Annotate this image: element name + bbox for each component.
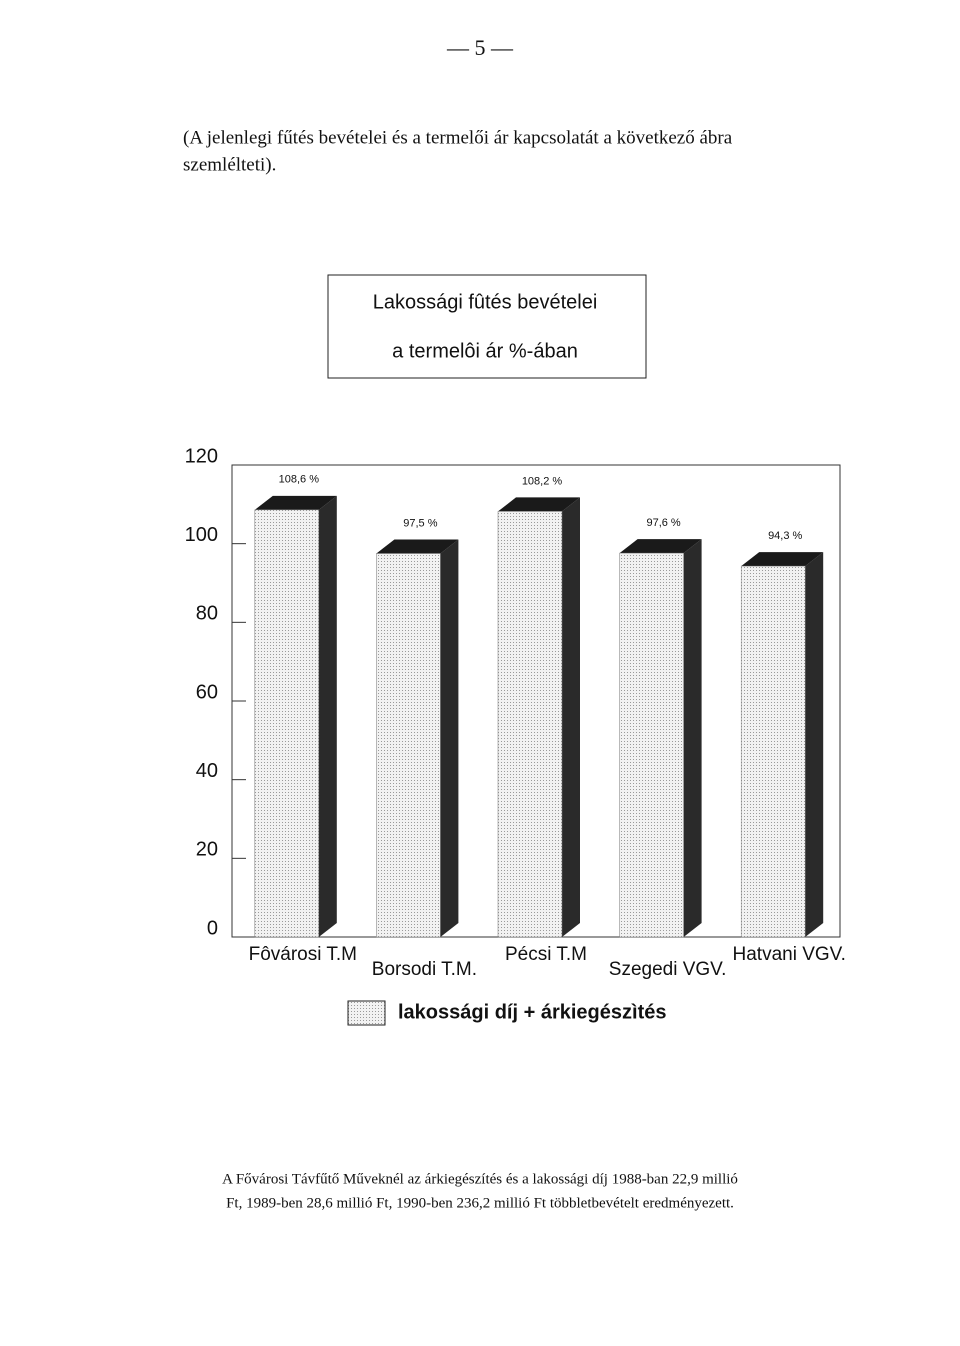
footer-line: Ft, 1989-ben 28,6 millió Ft, 1990-ben 23… [226,1195,734,1211]
x-tick-label: Pécsi T.M [505,944,587,965]
bar-side [440,539,459,937]
bar-side [562,497,580,937]
bar-side [683,539,702,937]
chart-subtitle: a termelôi ár %-ában [392,340,578,362]
value-label: 97,5 % [403,517,437,529]
y-tick-label: 120 [185,445,218,467]
bar [619,552,684,938]
y-tick-label: 60 [196,681,218,703]
footer-line: A Fővárosi Távfűtő Műveknél az árkiegész… [222,1171,738,1187]
title-box [327,274,647,379]
chart-title: Lakossági fûtés bevételei [373,291,598,313]
bar-top [498,497,580,512]
bar-top [619,539,702,554]
y-tick-label: 80 [196,603,218,625]
value-label: 108,6 % [279,474,320,486]
page-number: — 5 — [446,35,514,60]
bar [497,511,563,938]
x-tick-label: Hatvani VGV. [733,944,846,965]
y-tick-label: 20 [196,839,218,861]
y-tick-label: 100 [185,524,218,546]
legend-swatch [347,1000,386,1026]
intro-line: szemlélteti). [183,154,276,175]
bar-side [805,552,824,937]
x-tick-label: Borsodi T.M. [372,959,477,980]
bar-top [254,495,337,510]
bar-top [741,552,824,567]
bar [740,565,806,938]
y-tick-label: 40 [196,760,218,782]
x-tick-label: Fôvárosi T.M [249,944,357,965]
x-tick-label: Szegedi VGV. [609,959,727,980]
bar-top [376,539,459,554]
value-label: 94,3 % [768,530,802,542]
bar-side [318,495,337,937]
y-tick-label: 0 [207,917,218,939]
value-label: 108,2 % [522,475,563,487]
value-label: 97,6 % [646,517,680,529]
legend-label: lakossági díj + árkiegészìtés [398,1001,666,1023]
bar [254,509,320,938]
intro-line: (A jelenlegi fűtés bevételei és a termel… [183,127,733,148]
bar [376,553,441,938]
